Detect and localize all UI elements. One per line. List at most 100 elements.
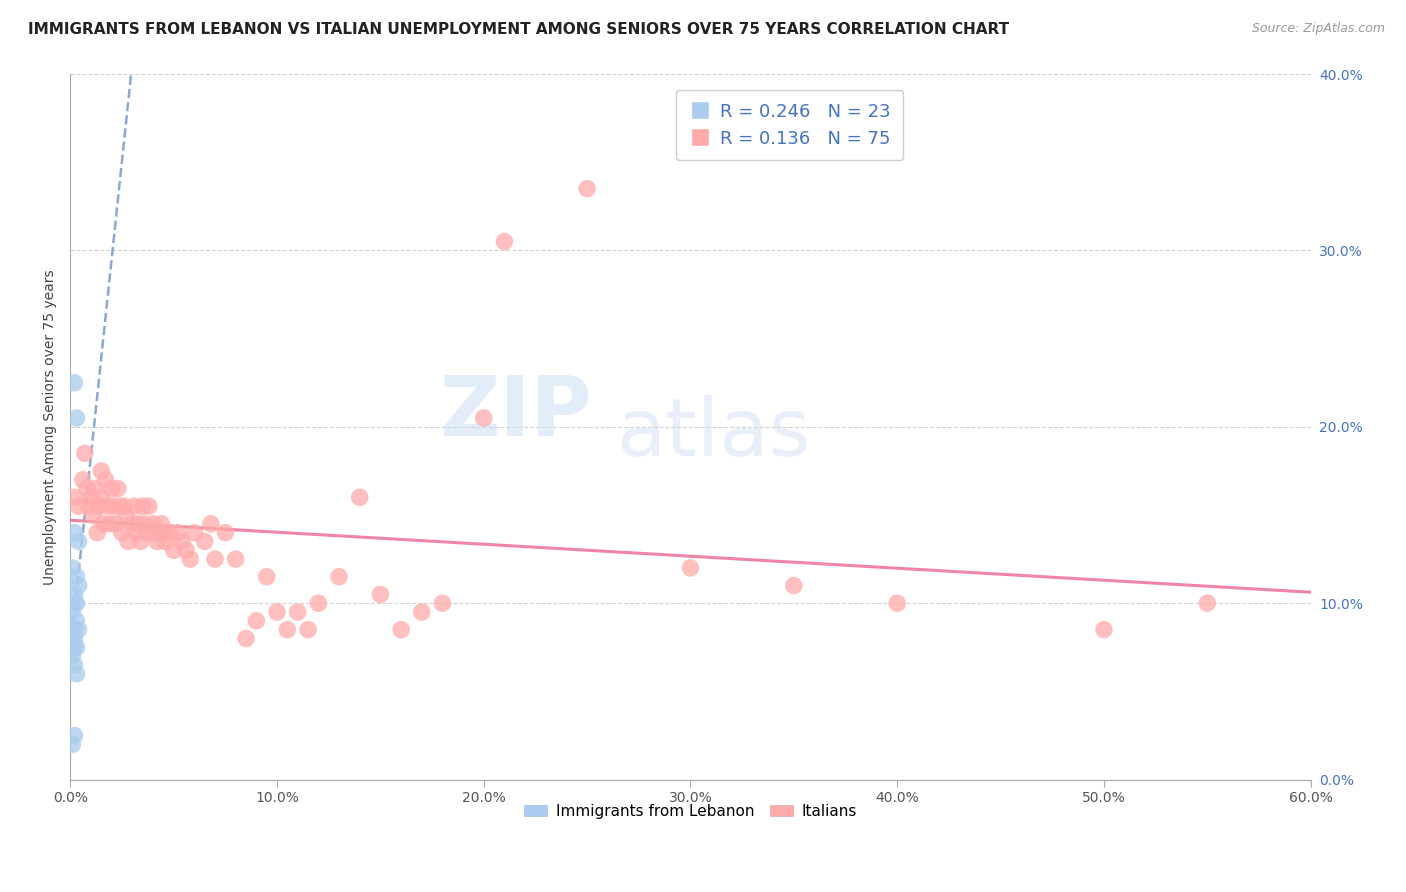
Point (170, 534, 193, 549)
Point (1197, 596, 1219, 610)
Point (138, 499, 160, 513)
Point (179, 552, 201, 566)
Point (60, 561, 83, 575)
Point (287, 605, 309, 619)
Point (472, 411, 495, 425)
Point (129, 534, 152, 549)
Point (150, 516, 173, 531)
Point (166, 525, 188, 540)
Point (142, 516, 165, 531)
Point (63, 587, 86, 601)
Point (60, 649, 83, 664)
Point (135, 525, 157, 540)
Point (235, 632, 257, 646)
Point (90, 464, 112, 478)
Point (297, 623, 319, 637)
Point (67, 578, 90, 592)
Point (204, 552, 226, 566)
Point (245, 614, 267, 628)
Point (389, 623, 412, 637)
Point (370, 587, 392, 601)
Point (65, 666, 87, 681)
Point (146, 534, 169, 549)
Text: Source: ZipAtlas.com: Source: ZipAtlas.com (1251, 22, 1385, 36)
Point (67, 623, 90, 637)
Point (73, 446, 96, 460)
Point (82, 508, 104, 522)
Point (104, 516, 127, 531)
Text: ZIP: ZIP (439, 372, 592, 453)
Point (65, 596, 87, 610)
Point (93, 516, 115, 531)
Point (63, 657, 86, 672)
Point (63, 596, 86, 610)
Point (225, 552, 247, 566)
Point (576, 182, 599, 196)
Point (115, 508, 138, 522)
Point (134, 516, 156, 531)
Point (107, 482, 129, 496)
Point (125, 525, 148, 540)
Point (89, 499, 111, 513)
Point (60, 632, 83, 646)
Text: IMMIGRANTS FROM LEBANON VS ITALIAN UNEMPLOYMENT AMONG SENIORS OVER 75 YEARS CORR: IMMIGRANTS FROM LEBANON VS ITALIAN UNEMP… (28, 22, 1010, 37)
Point (65, 570, 87, 584)
Point (63, 729, 86, 743)
Point (124, 499, 146, 513)
Point (63, 491, 86, 505)
Point (183, 525, 205, 540)
Point (163, 543, 186, 558)
Point (152, 525, 174, 540)
Text: atlas: atlas (616, 395, 810, 473)
Point (256, 570, 278, 584)
Point (65, 614, 87, 628)
Point (63, 525, 86, 540)
Point (103, 499, 125, 513)
Point (63, 640, 86, 655)
Point (76, 482, 98, 496)
Point (783, 578, 806, 592)
Legend: Immigrants from Lebanon, Italians: Immigrants from Lebanon, Italians (517, 797, 863, 825)
Point (349, 491, 371, 505)
Point (60, 737, 83, 751)
Point (117, 534, 139, 549)
Point (108, 499, 131, 513)
Point (411, 605, 433, 619)
Point (96, 499, 118, 513)
Point (194, 534, 217, 549)
Point (174, 543, 197, 558)
Point (276, 623, 298, 637)
Point (679, 561, 702, 575)
Point (121, 516, 143, 531)
Point (112, 499, 135, 513)
Point (77, 499, 100, 513)
Point (886, 596, 908, 610)
Point (307, 596, 329, 610)
Point (200, 516, 222, 531)
Point (67, 499, 90, 513)
Point (90, 491, 112, 505)
Point (432, 596, 454, 610)
Point (100, 482, 122, 496)
Point (80, 491, 103, 505)
Point (159, 525, 181, 540)
Point (65, 640, 87, 655)
Point (72, 473, 94, 487)
Point (214, 525, 236, 540)
Point (63, 376, 86, 390)
Point (155, 534, 177, 549)
Point (111, 525, 134, 540)
Point (494, 235, 516, 249)
Point (60, 605, 83, 619)
Point (266, 605, 288, 619)
Point (63, 632, 86, 646)
Point (63, 623, 86, 637)
Y-axis label: Unemployment Among Seniors over 75 years: Unemployment Among Seniors over 75 years (44, 269, 58, 584)
Point (98, 516, 121, 531)
Point (128, 516, 150, 531)
Point (86, 525, 108, 540)
Point (1092, 623, 1115, 637)
Point (67, 534, 90, 549)
Point (65, 411, 87, 425)
Point (84, 482, 107, 496)
